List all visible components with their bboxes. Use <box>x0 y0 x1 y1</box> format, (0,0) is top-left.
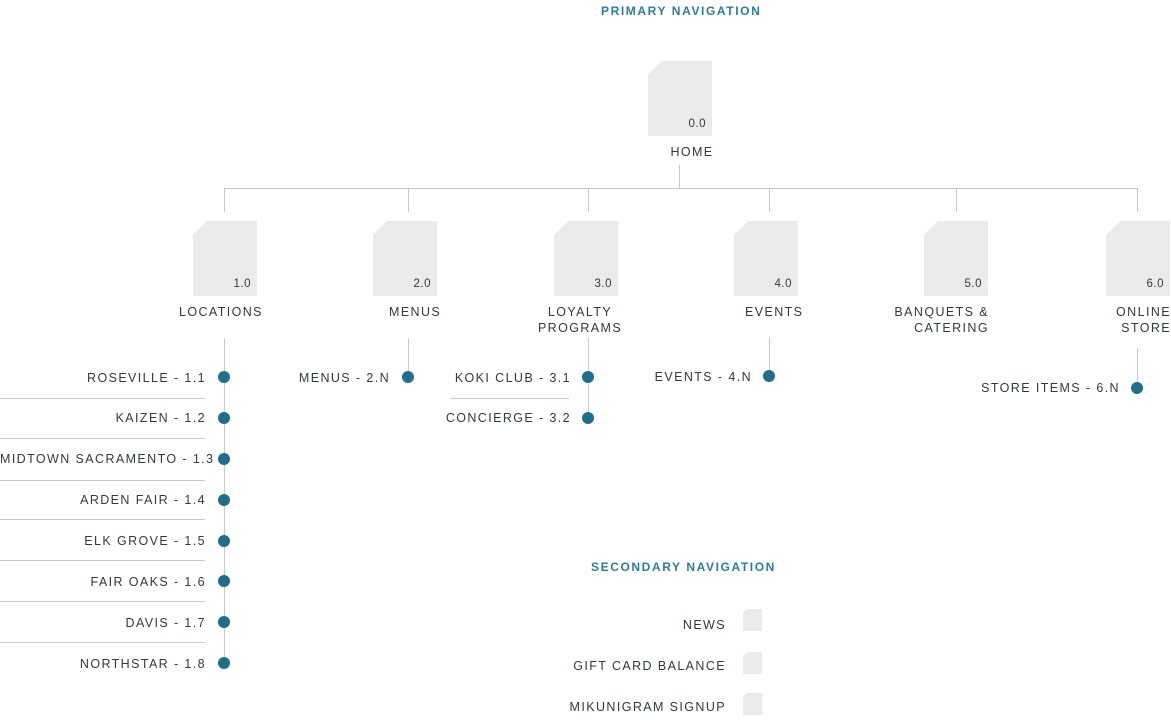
section-number: 3.0 <box>594 278 612 290</box>
banquets-page-icon: 5.0 <box>924 221 988 296</box>
list-separator <box>0 642 205 643</box>
menus-sub-line <box>408 338 409 377</box>
store-sub-line <box>1137 348 1138 388</box>
section-number: 1.0 <box>233 278 251 290</box>
node-dot <box>218 494 230 506</box>
list-separator <box>0 438 205 439</box>
branch-stem-5 <box>956 188 957 212</box>
section-number: 2.0 <box>413 278 431 290</box>
branch-stem-3 <box>588 188 589 212</box>
branch-stem-6 <box>1137 188 1138 212</box>
list-separator <box>0 519 205 520</box>
node-dot <box>402 371 414 383</box>
banquets-label-line-1: BANQUETS & <box>894 305 989 319</box>
loyalty-label-line-1: LOYALTY <box>547 305 613 319</box>
list-separator <box>0 601 205 602</box>
node-dot <box>218 657 230 669</box>
menus-page-icon: 2.0 <box>373 221 437 296</box>
home-page-icon: 0.0 <box>648 61 712 136</box>
subpage-item: FAIR OAKS - 1.6 <box>90 575 206 589</box>
list-separator <box>0 560 205 561</box>
node-dot <box>582 371 594 383</box>
subpage-item: KOKI CLUB - 3.1 <box>454 371 571 385</box>
events-label: EVENTS <box>745 305 804 319</box>
subpage-item: DAVIS - 1.7 <box>125 616 206 630</box>
loyalty-page-icon: 3.0 <box>554 221 618 296</box>
node-dot <box>218 535 230 547</box>
secondary-page-icon <box>743 652 762 674</box>
node-dot <box>218 616 230 628</box>
subpage-item: CONCIERGE - 3.2 <box>445 411 571 425</box>
primary-navigation-title: PRIMARY NAVIGATION <box>601 4 762 18</box>
secondary-page-icon <box>743 693 762 715</box>
home-stem <box>679 165 680 188</box>
home-number: 0.0 <box>688 118 706 130</box>
branch-stem-4 <box>769 188 770 212</box>
node-dot <box>218 371 230 383</box>
secondary-item: GIFT CARD BALANCE <box>573 659 726 673</box>
branch-stem-2 <box>408 188 409 212</box>
tree-branch-line <box>224 188 1138 189</box>
banquets-label-line-2: CATERING <box>914 321 989 335</box>
list-separator <box>0 480 205 481</box>
node-dot <box>582 412 594 424</box>
store-page-icon: 6.0 <box>1106 221 1170 296</box>
secondary-item: MIKUNIGRAM SIGNUP <box>569 700 726 714</box>
section-number: 5.0 <box>964 278 982 290</box>
locations-label: LOCATIONS <box>179 305 263 319</box>
events-sub-line <box>769 338 770 376</box>
store-label-line-2: STORE <box>1121 321 1171 335</box>
node-dot <box>218 575 230 587</box>
secondary-navigation-title: SECONDARY NAVIGATION <box>591 560 776 574</box>
secondary-item: NEWS <box>682 618 726 632</box>
section-number: 4.0 <box>774 278 792 290</box>
list-separator <box>0 398 205 399</box>
node-dot <box>218 412 230 424</box>
section-number: 6.0 <box>1146 278 1164 290</box>
loyalty-label-line-2: PROGRAMS <box>537 321 623 335</box>
subpage-item: ROSEVILLE - 1.1 <box>87 371 206 385</box>
secondary-page-icon <box>743 609 762 631</box>
subpage-item: STORE ITEMS - 6.N <box>981 381 1120 395</box>
subpage-item: ELK GROVE - 1.5 <box>84 534 206 548</box>
subpage-item: KAIZEN - 1.2 <box>115 411 206 425</box>
node-dot <box>1131 382 1143 394</box>
list-separator <box>450 398 569 399</box>
node-dot <box>763 370 775 382</box>
subpage-item: EVENTS - 4.N <box>654 370 752 384</box>
branch-stem-1 <box>224 188 225 212</box>
subpage-item: MIDTOWN SACRAMENTO - 1.3 <box>0 452 215 466</box>
subpage-item: NORTHSTAR - 1.8 <box>79 657 206 671</box>
store-label-line-1: ONLINE <box>1116 305 1171 319</box>
menus-label: MENUS <box>389 305 442 319</box>
locations-page-icon: 1.0 <box>193 221 257 296</box>
subpage-item: ARDEN FAIR - 1.4 <box>80 493 206 507</box>
events-page-icon: 4.0 <box>734 221 798 296</box>
home-label: HOME <box>670 145 714 159</box>
node-dot <box>218 453 230 465</box>
subpage-item: MENUS - 2.N <box>298 371 390 385</box>
